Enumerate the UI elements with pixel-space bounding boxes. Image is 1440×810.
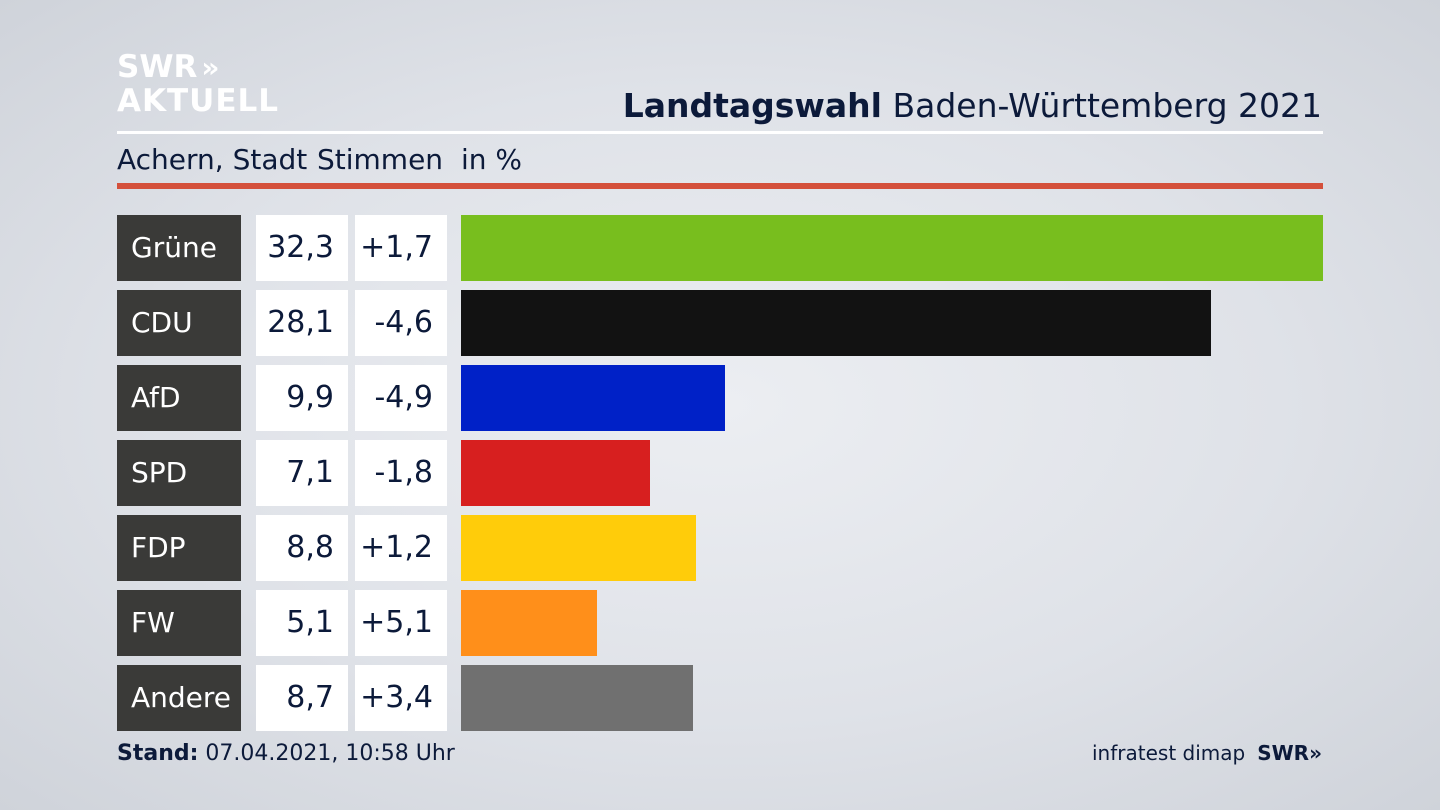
bar: [461, 665, 693, 731]
title-rest: Baden-Württemberg 2021: [881, 86, 1322, 125]
vote-share-value: 32,3: [256, 215, 348, 281]
subheader-unit: in %: [461, 143, 523, 176]
swr-footer-logo: SWR»: [1257, 741, 1322, 765]
vote-change-value: +3,4: [355, 665, 447, 731]
subheader-measure: Stimmen: [317, 143, 444, 176]
subheader-place: Achern, Stadt: [117, 143, 308, 176]
vote-change-value: -4,6: [355, 290, 447, 356]
vote-share-value: 9,9: [256, 365, 348, 431]
result-row: CDU 28,1 -4,6: [117, 290, 1323, 356]
source-credit: infratest dimap SWR»: [1092, 741, 1322, 765]
vote-share-value: 7,1: [256, 440, 348, 506]
logo-swr-text: SWR: [117, 49, 198, 85]
vote-change-value: +1,2: [355, 515, 447, 581]
party-label: FW: [117, 590, 241, 656]
timestamp-value: 07.04.2021, 10:58 Uhr: [198, 741, 455, 766]
vote-change-value: -1,8: [355, 440, 447, 506]
accent-divider: [117, 183, 1323, 189]
timestamp: Stand: 07.04.2021, 10:58 Uhr: [117, 741, 455, 766]
bar: [461, 290, 1211, 356]
result-row: FDP 8,8 +1,2: [117, 515, 1323, 581]
timestamp-label: Stand:: [117, 741, 199, 766]
bar: [461, 365, 725, 431]
party-label: CDU: [117, 290, 241, 356]
bar: [461, 590, 597, 656]
result-row: AfD 9,9 -4,9: [117, 365, 1323, 431]
swr-aktuell-logo: SWR» AKTUELL: [117, 52, 279, 117]
party-label: Andere: [117, 665, 241, 731]
vote-share-value: 5,1: [256, 590, 348, 656]
result-row: FW 5,1 +5,1: [117, 590, 1323, 656]
vote-change-value: +5,1: [355, 590, 447, 656]
page-title: Landtagswahl Baden-Württemberg 2021: [623, 86, 1322, 125]
party-label: Grüne: [117, 215, 241, 281]
logo-aktuell-text: AKTUELL: [117, 83, 280, 119]
result-row: Andere 8,7 +3,4: [117, 665, 1323, 731]
party-label: SPD: [117, 440, 241, 506]
party-label: FDP: [117, 515, 241, 581]
party-label: AfD: [117, 365, 241, 431]
vote-share-value: 8,7: [256, 665, 348, 731]
vote-share-value: 8,8: [256, 515, 348, 581]
bar: [461, 215, 1323, 281]
bar: [461, 515, 696, 581]
bar: [461, 440, 650, 506]
source-name: infratest dimap: [1092, 741, 1246, 765]
result-row: SPD 7,1 -1,8: [117, 440, 1323, 506]
result-row: Grüne 32,3 +1,7: [117, 215, 1323, 281]
title-bold: Landtagswahl: [622, 86, 882, 125]
logo-chevron-icon: »: [201, 50, 219, 84]
vote-change-value: +1,7: [355, 215, 447, 281]
vote-change-value: -4,9: [355, 365, 447, 431]
vote-share-value: 28,1: [256, 290, 348, 356]
header-divider: [117, 131, 1323, 134]
